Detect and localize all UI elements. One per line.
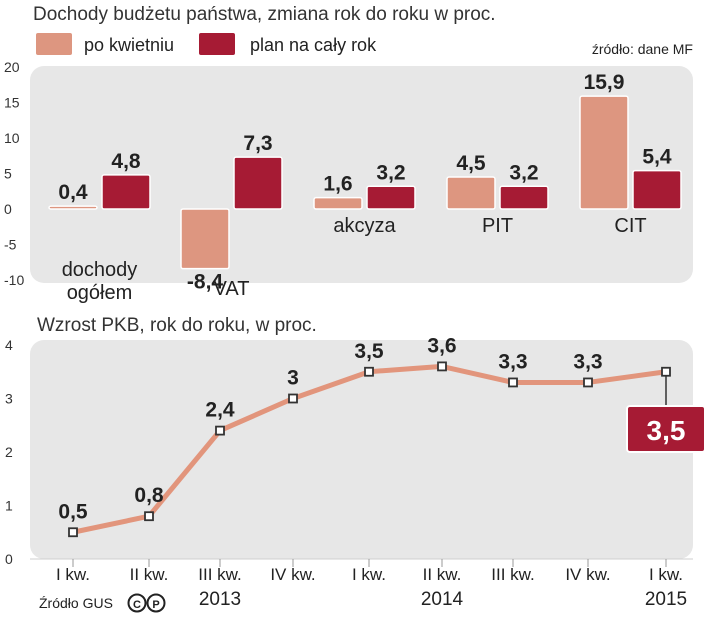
bar-value-label: -8,4 [187, 271, 224, 294]
point-value-label: 3,5 [354, 340, 384, 363]
point-value-label: 3,6 [427, 334, 456, 357]
data-point [364, 366, 374, 377]
bar-value-label: 3,2 [376, 161, 405, 184]
point-value-label: 3 [287, 367, 299, 390]
bar-pit-plan-na-cały-rok [499, 185, 549, 210]
data-point [144, 511, 154, 522]
year-label: 2014 [421, 589, 464, 610]
legend-swatch-plan [199, 33, 235, 55]
legend-label-po-kwietniu: po kwietniu [84, 35, 174, 55]
y-tick-label: 5 [4, 166, 12, 182]
budget-chart-title: Dochody budżetu państwa, zmiana rok do r… [33, 4, 496, 25]
budget-source: źródło: dane MF [592, 41, 693, 57]
svg-text:C: C [133, 599, 141, 611]
highlight-value-label: 3,5 [647, 415, 686, 446]
x-tick-label: III kw. [491, 565, 534, 584]
data-point [661, 366, 671, 377]
data-point [215, 425, 225, 436]
category-label: ogółem [67, 282, 133, 304]
gdp-chart-title: Wzrost PKB, rok do roku, w proc. [37, 315, 317, 336]
bar-vat-po-kwietniu [180, 208, 230, 270]
x-tick-label: I kw. [56, 565, 90, 584]
gdp-chart: 4 3 2 1 0 0,5 I kw. 0,8 II kw. 2,4 III kw. 3 IV kw. 3… [5, 334, 706, 610]
x-tick-label: IV kw. [565, 565, 610, 584]
y-tick-label: -10 [4, 272, 24, 288]
bar-value-label: 1,6 [323, 173, 352, 196]
year-label: 2015 [645, 589, 687, 610]
data-point [288, 393, 298, 404]
x-tick-label: II kw. [130, 565, 169, 584]
bar-akcyza-po-kwietniu [313, 196, 363, 210]
y-tick-label: 20 [4, 59, 20, 75]
y-tick-label: 10 [4, 130, 20, 146]
bar-pit-po-kwietniu [446, 176, 496, 210]
point-value-label: 3,3 [573, 350, 602, 373]
point-value-label: 2,4 [205, 399, 235, 422]
data-point [508, 377, 518, 388]
bar-cit-po-kwietniu [579, 95, 629, 210]
point-value-label: 3,3 [498, 350, 527, 373]
y-tick-label: 15 [4, 95, 20, 111]
y-tick-label: 4 [5, 337, 13, 353]
gdp-panel [30, 340, 693, 559]
x-tick-label: II kw. [423, 565, 462, 584]
bar-vat-plan-na-cały-rok [233, 156, 283, 210]
x-tick-label: I kw. [649, 565, 683, 584]
bar-value-label: 15,9 [584, 71, 625, 94]
year-label: 2013 [199, 589, 241, 610]
cc-license-icon: C P [127, 593, 166, 613]
point-value-label: 0,8 [134, 484, 164, 507]
point-value-label: 0,5 [58, 500, 88, 523]
y-tick-label: 2 [5, 444, 13, 460]
data-point [583, 377, 593, 388]
y-tick-label: 1 [5, 498, 13, 514]
category-label: VAT [214, 278, 250, 300]
y-tick-label: -5 [4, 237, 17, 253]
y-tick-label: 3 [5, 391, 13, 407]
x-tick-label: I kw. [352, 565, 386, 584]
bar-akcyza-plan-na-cały-rok [366, 185, 416, 210]
category-label: akcyza [333, 215, 396, 237]
bar-value-label: 4,5 [456, 152, 486, 175]
y-tick-label: 0 [5, 551, 13, 567]
bar-value-label: 0,4 [58, 181, 88, 204]
x-tick-label: III kw. [198, 565, 241, 584]
bar-value-label: 4,8 [111, 150, 141, 173]
y-tick-label: 0 [4, 201, 12, 217]
gdp-source: Źródło GUS [39, 595, 113, 611]
data-point [437, 361, 447, 372]
bar-dochody-ogółem-plan-na-cały-rok [101, 174, 151, 210]
bar-value-label: 7,3 [243, 132, 272, 155]
bar-value-label: 3,2 [509, 161, 538, 184]
category-label: dochody [62, 259, 138, 281]
category-label: PIT [482, 215, 513, 237]
svg-text:P: P [152, 599, 159, 611]
x-tick-label: IV kw. [270, 565, 315, 584]
category-label: CIT [614, 215, 646, 237]
bar-cit-plan-na-cały-rok [632, 169, 682, 210]
highlight-box [626, 405, 706, 453]
legend-label-plan: plan na cały rok [250, 35, 377, 55]
legend-swatch-po-kwietniu [36, 33, 72, 55]
bar-value-label: 5,4 [642, 146, 672, 169]
data-point [68, 527, 78, 538]
bar-dochody-ogółem-po-kwietniu [48, 205, 98, 210]
